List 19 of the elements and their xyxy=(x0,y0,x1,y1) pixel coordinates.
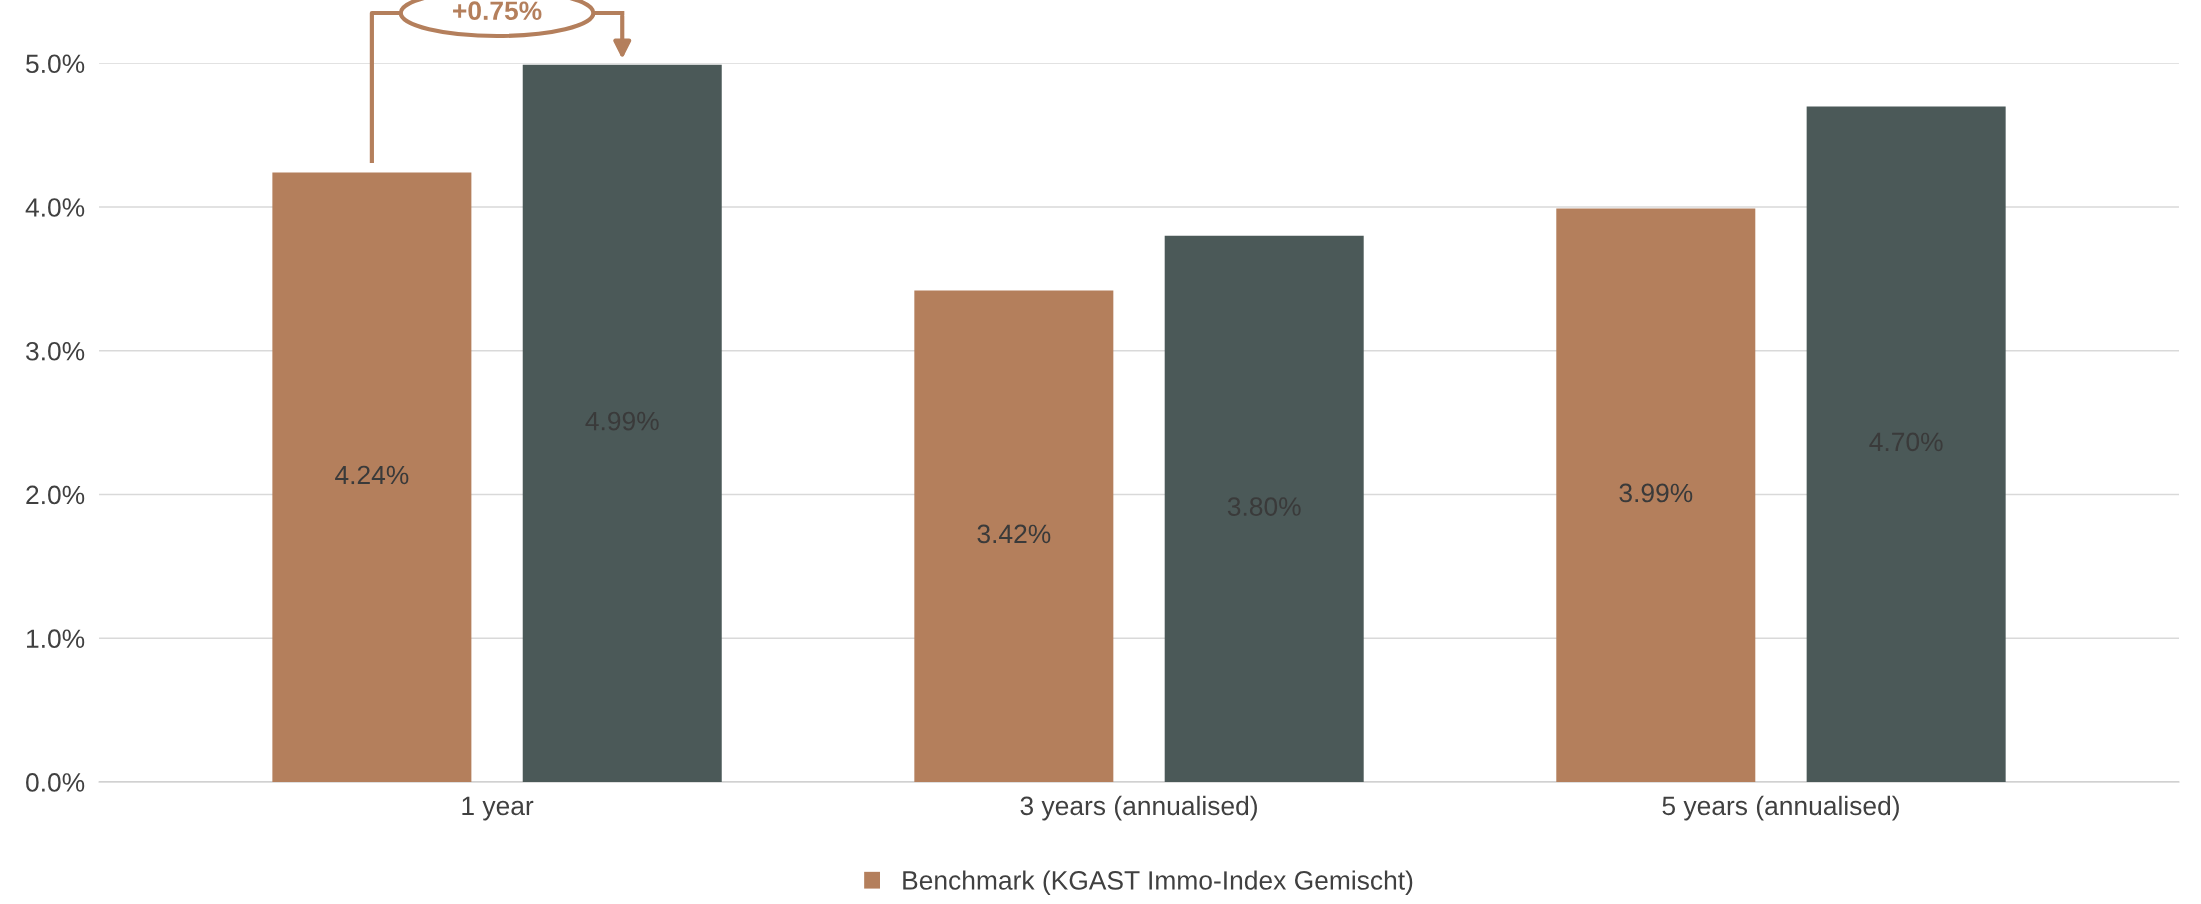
y-tick-label: 2.0% xyxy=(26,485,85,505)
x-tick-label: 1 year xyxy=(462,796,534,821)
x-tick-label: 3 years (annualised) xyxy=(1020,795,1257,821)
bar xyxy=(1806,106,2006,782)
y-tick-label: 1.0% xyxy=(27,629,85,649)
bar xyxy=(272,172,472,782)
x-tick-label: 5 years (annualised) xyxy=(1662,795,1899,821)
text: +0.75% xyxy=(453,1,542,21)
bar xyxy=(1556,208,1756,782)
data-label: 4.24% xyxy=(335,465,409,485)
y-tick-label: 3.0% xyxy=(26,341,85,361)
legend-label: Benchmark (KGAST Immo-Index Gemischt) xyxy=(903,870,1413,895)
data-label: 3.42% xyxy=(977,524,1051,544)
bar xyxy=(914,290,1114,782)
y-tick-label: 5.0% xyxy=(26,54,85,74)
y-tick-label: 4.0% xyxy=(25,198,85,217)
data-label: 3.99% xyxy=(1619,483,1693,503)
bar xyxy=(1164,235,1364,782)
y-tick-label: 0.0% xyxy=(26,773,85,792)
